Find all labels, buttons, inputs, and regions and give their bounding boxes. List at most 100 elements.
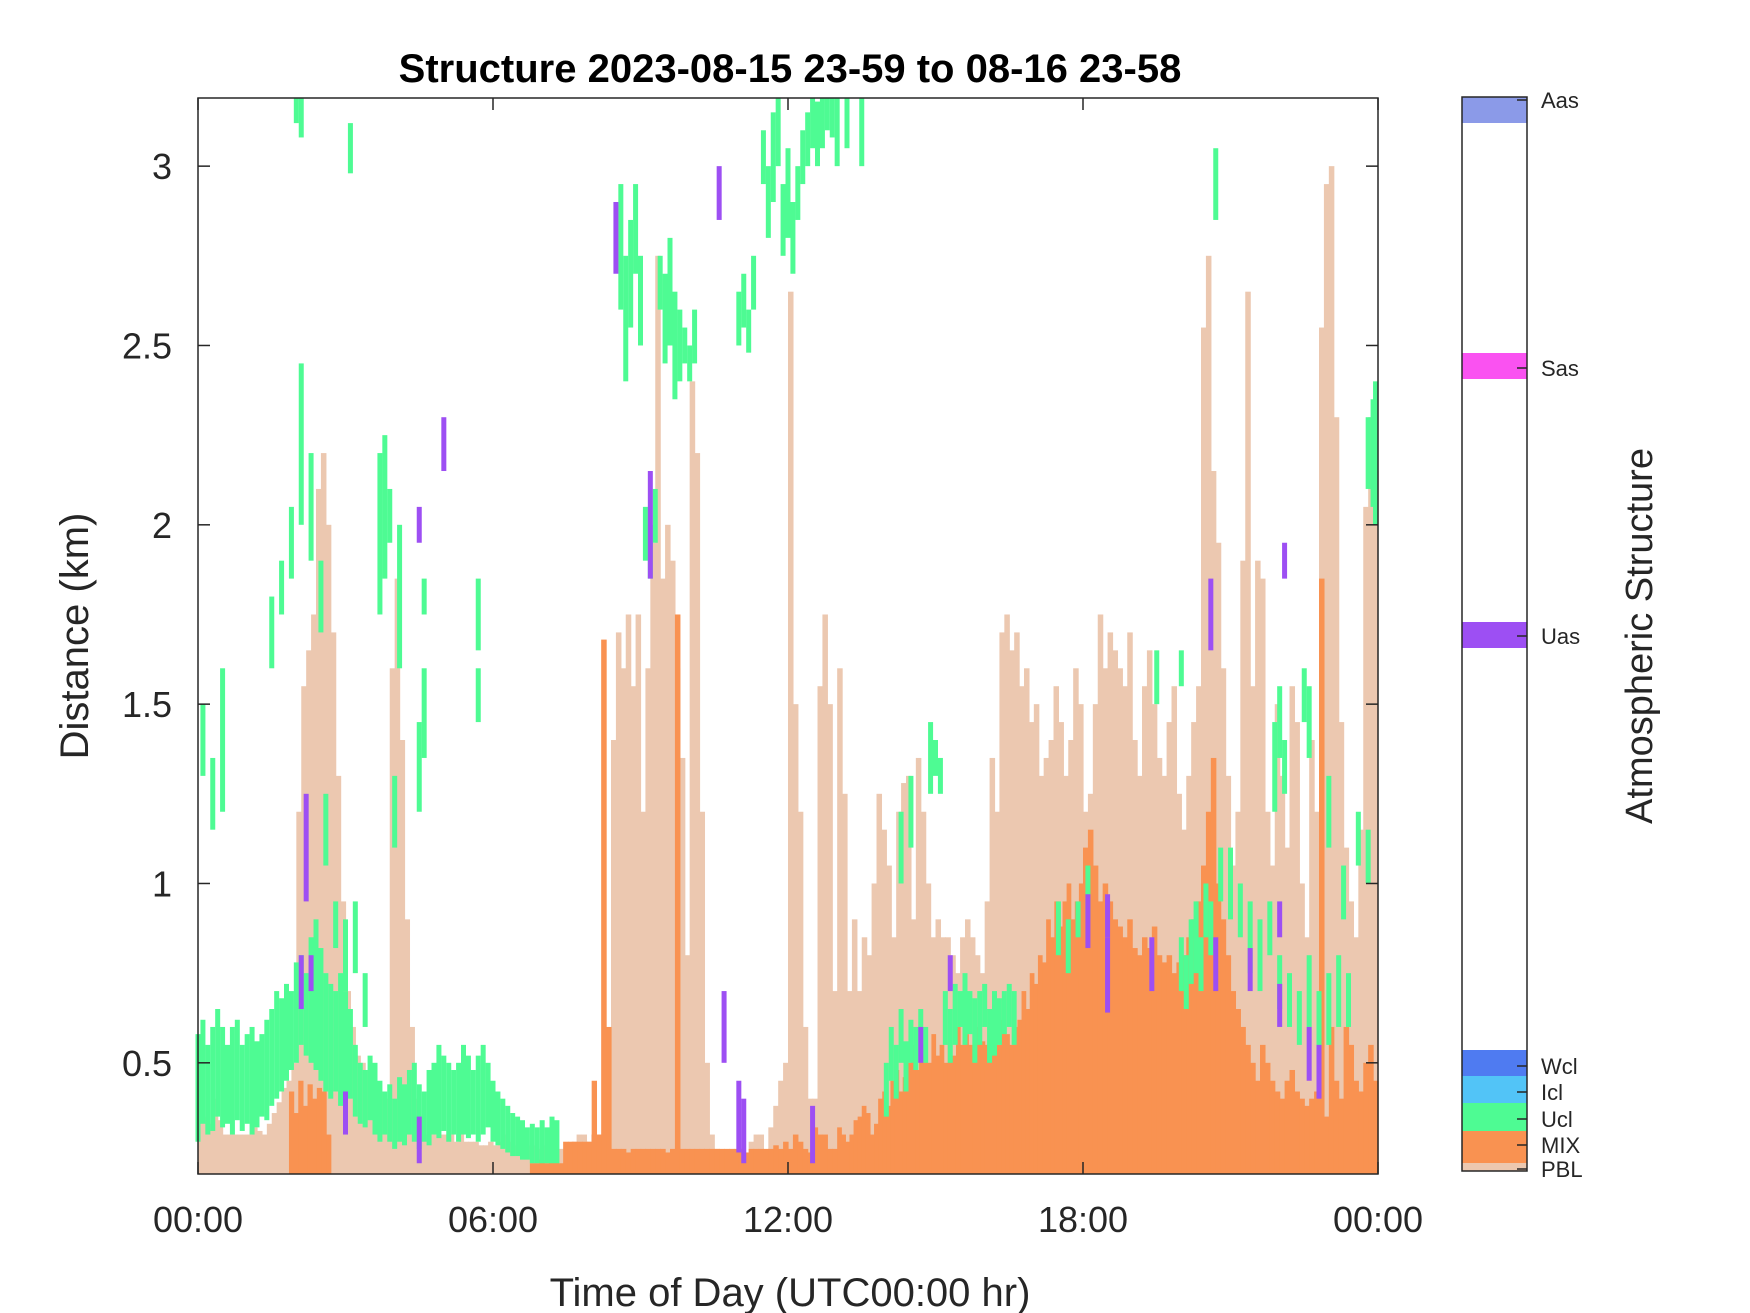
mix-bar	[988, 1026, 994, 1174]
ucl-segment	[898, 811, 904, 884]
ucl-segment	[343, 991, 348, 1114]
pbl-bar	[453, 1141, 460, 1174]
ucl-segment	[1237, 883, 1243, 938]
ucl-segment	[942, 991, 948, 1045]
ucl-segment	[421, 1091, 427, 1142]
pbl-bar	[886, 865, 892, 1174]
mix-bar	[1054, 901, 1060, 1174]
ucl-segment	[274, 991, 280, 1099]
ucl-segment	[1218, 847, 1224, 902]
pbl-bar	[1260, 578, 1266, 1174]
mix-bar	[288, 1091, 295, 1174]
y-tick-label: 2	[152, 505, 172, 546]
pbl-bar	[212, 1098, 219, 1174]
ucl-segment	[913, 1026, 919, 1070]
mix-bar	[822, 1134, 828, 1174]
mix-bar	[316, 1087, 323, 1174]
ucl-segment	[1203, 883, 1209, 938]
ucl-segment	[672, 291, 678, 400]
mix-bar	[906, 1062, 912, 1174]
pbl-bar	[202, 1116, 209, 1174]
ucl-segment	[480, 1044, 486, 1135]
mix-bar	[1122, 937, 1128, 1174]
mix-bar	[665, 1152, 671, 1174]
pbl-bar	[1127, 632, 1133, 1174]
ucl-segment	[1208, 901, 1214, 956]
y-tick-label: 1.5	[122, 684, 172, 725]
ucl-segment	[1247, 901, 1253, 974]
ucl-segment	[293, 98, 299, 124]
mix-bar	[1245, 1044, 1251, 1174]
ucl-segment	[279, 560, 285, 615]
pbl-bar	[699, 811, 706, 1174]
mix-bar	[321, 1091, 327, 1174]
mix-bar	[758, 1148, 765, 1174]
ucl-segment	[972, 998, 978, 1063]
mix-bar	[768, 1148, 774, 1174]
ucl-segment	[323, 973, 329, 1092]
mix-bar	[1074, 901, 1080, 1174]
uas-segment	[736, 1080, 742, 1153]
mix-bar	[976, 1026, 982, 1174]
pbl-bar	[847, 991, 853, 1174]
uas-segment	[298, 955, 304, 1010]
ucl-segment	[298, 363, 304, 525]
mix-bar	[792, 1134, 799, 1174]
colorbar-label-sas: Sas	[1541, 356, 1579, 381]
ucl-segment	[1341, 865, 1347, 920]
ucl-segment	[362, 1069, 368, 1128]
ucl-segment	[967, 991, 973, 1035]
uas-segment	[647, 471, 653, 579]
ucl-segment	[210, 757, 216, 830]
mix-bar	[563, 1141, 569, 1174]
ucl-segment	[628, 219, 634, 328]
mix-bar	[567, 1141, 574, 1174]
pbl-bar	[1014, 632, 1020, 1174]
pbl-bar	[468, 1141, 474, 1174]
mix-bar	[635, 1148, 642, 1174]
ucl-segment	[451, 1069, 457, 1135]
uas-segment	[810, 1105, 816, 1164]
mix-bar	[1151, 926, 1158, 1174]
pbl-bar	[1142, 686, 1148, 1174]
pbl-bar	[1201, 327, 1207, 1174]
ucl-segment	[923, 1026, 929, 1063]
mix-bar	[1225, 955, 1232, 1174]
y-axis-label: Distance (km)	[53, 513, 97, 760]
colorbar-swatch-uas	[1462, 622, 1527, 648]
mix-bar	[853, 1120, 859, 1174]
pbl-bar	[1024, 668, 1030, 1174]
pbl-bar	[1009, 650, 1015, 1174]
ucl-segment	[333, 901, 339, 949]
pbl-bar	[473, 1141, 479, 1174]
x-tick-label: 06:00	[448, 1199, 538, 1240]
pbl-bar	[488, 1141, 494, 1174]
pbl-bar	[1279, 775, 1286, 1174]
mix-bar	[714, 1148, 720, 1174]
pbl-bar	[429, 1134, 435, 1174]
ucl-segment	[642, 506, 648, 561]
ucl-segment	[421, 668, 427, 758]
pbl-bar	[832, 991, 838, 1174]
mix-bar	[1284, 1080, 1291, 1174]
mix-bar	[1029, 973, 1035, 1174]
ucl-segment	[692, 309, 698, 364]
mix-bar	[709, 1148, 715, 1174]
pbl-bar	[1146, 650, 1153, 1174]
ucl-segment	[485, 1062, 491, 1128]
pbl-bar	[1033, 704, 1040, 1174]
ucl-segment	[323, 793, 329, 866]
pbl-bar	[419, 1116, 425, 1174]
pbl-bar	[906, 775, 912, 1174]
mix-bar	[951, 1055, 957, 1174]
mix-bar	[591, 1080, 598, 1174]
ucl-segment	[1326, 973, 1332, 1045]
ucl-segment	[1198, 937, 1204, 992]
colorbar-label-ucl: Ucl	[1541, 1107, 1573, 1132]
ucl-segment	[1355, 811, 1361, 866]
ucl-segment	[1006, 983, 1012, 1027]
ucl-segment	[1282, 740, 1288, 794]
pbl-bar	[778, 1080, 784, 1174]
ucl-segment	[544, 1127, 550, 1164]
